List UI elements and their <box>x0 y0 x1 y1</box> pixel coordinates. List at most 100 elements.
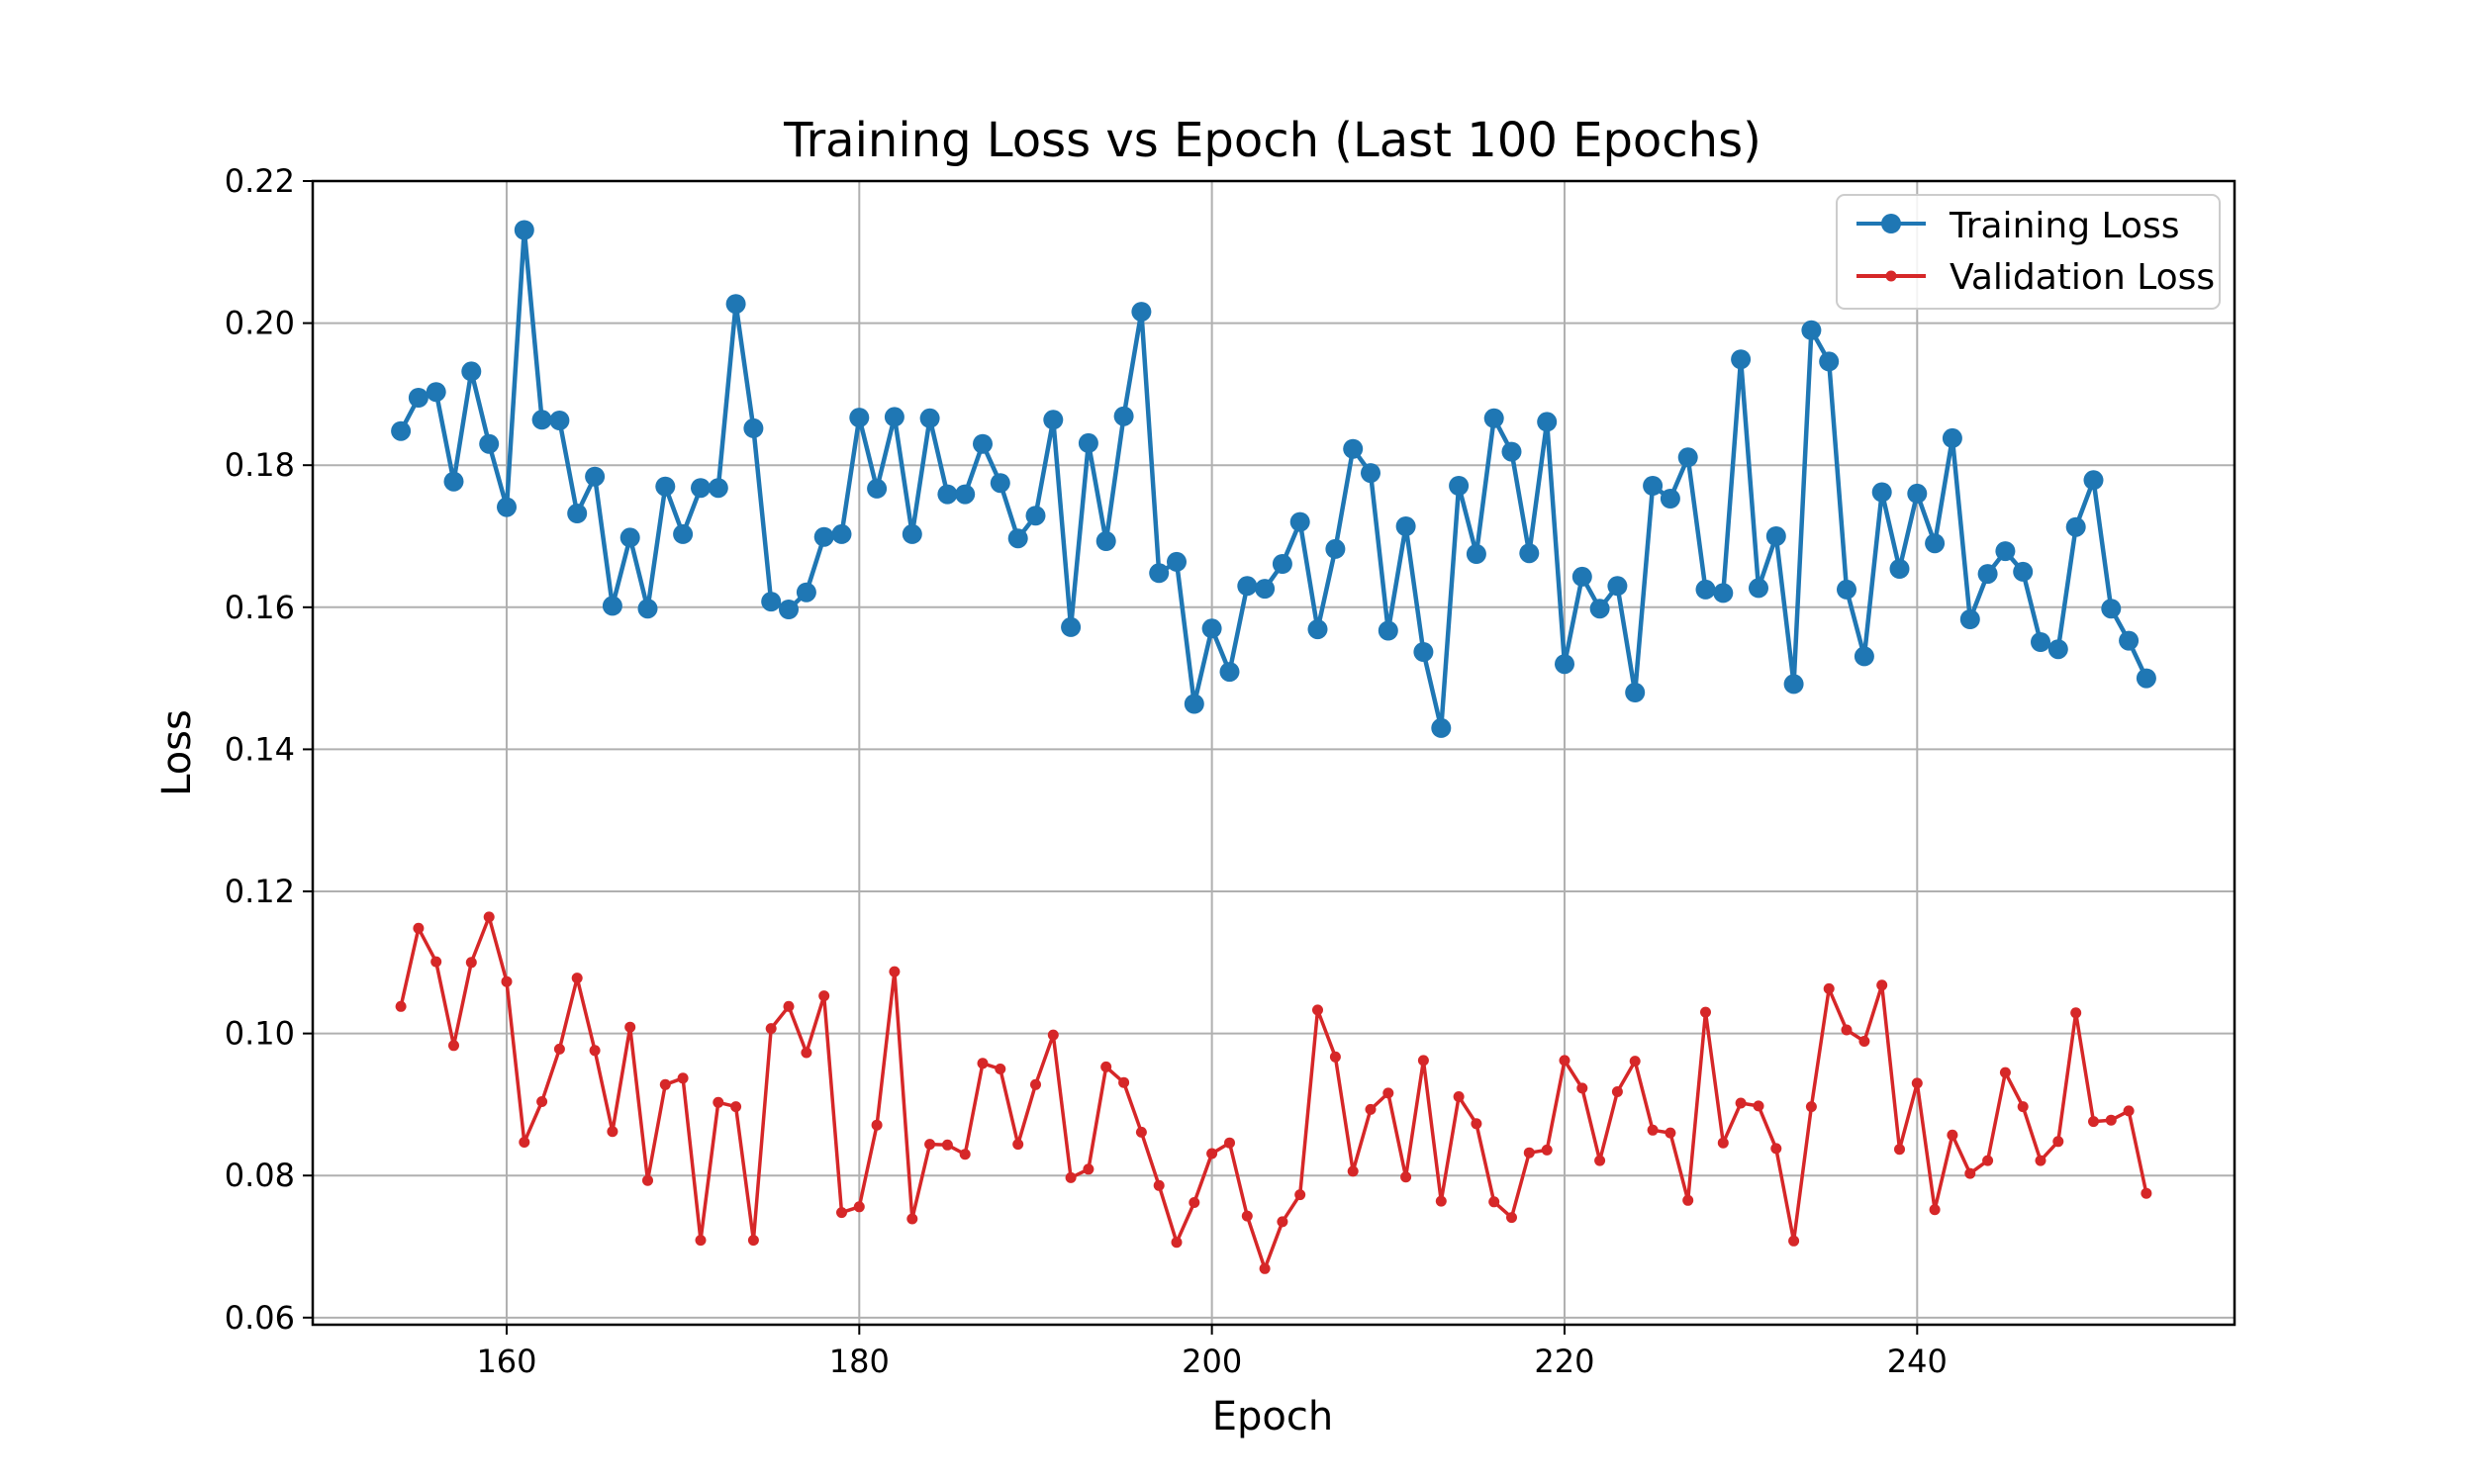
validation-loss-point <box>1876 979 1888 991</box>
validation-loss-point <box>730 1101 742 1113</box>
training-loss-point <box>919 408 940 428</box>
validation-loss-point <box>589 1045 601 1057</box>
training-loss-point <box>1925 533 1946 554</box>
validation-loss-point <box>765 1023 777 1035</box>
training-loss-point <box>2013 561 2034 582</box>
validation-loss-point <box>1259 1262 1271 1274</box>
validation-loss-point <box>906 1213 918 1225</box>
training-loss-point <box>849 408 870 428</box>
validation-loss-point <box>1717 1137 1729 1149</box>
validation-loss-point <box>1735 1097 1747 1109</box>
x-tick-label: 240 <box>1887 1343 1948 1380</box>
validation-loss-point <box>1047 1029 1059 1041</box>
training-loss-point <box>725 294 746 315</box>
validation-loss-point <box>430 956 442 968</box>
training-loss-point <box>1871 482 1892 503</box>
training-loss-point <box>1519 543 1540 564</box>
validation-loss-point <box>1894 1144 1905 1156</box>
training-loss-point <box>1361 463 1380 484</box>
validation-loss-point <box>1982 1155 1994 1166</box>
training-loss-point <box>408 388 428 408</box>
validation-loss-point <box>2070 1007 2082 1019</box>
validation-loss-point <box>483 911 495 923</box>
training-loss-point <box>1078 432 1098 453</box>
training-loss-point <box>514 220 534 240</box>
training-loss-point <box>1837 579 1856 600</box>
y-tick-label: 0.14 <box>225 730 295 768</box>
y-tick-label: 0.10 <box>225 1015 295 1053</box>
training-loss-point <box>1449 476 1470 496</box>
training-loss-point <box>867 478 888 499</box>
validation-loss-point <box>1823 982 1835 994</box>
training-loss-point <box>779 600 799 619</box>
chart-title: Training Loss vs Epoch (Last 100 Epochs) <box>783 113 1761 168</box>
training-loss-point <box>391 420 412 441</box>
training-loss-point <box>691 478 711 499</box>
validation-loss-point <box>889 966 901 977</box>
validation-loss-point <box>1400 1171 1412 1183</box>
validation-loss-point <box>1417 1055 1429 1067</box>
validation-loss-point <box>1453 1091 1465 1102</box>
training-loss-point <box>708 478 728 499</box>
x-tick-label: 180 <box>829 1343 890 1380</box>
validation-loss-point <box>1365 1103 1377 1115</box>
training-loss-point <box>1466 544 1486 564</box>
training-loss-point <box>1765 526 1786 546</box>
training-loss-point <box>813 526 834 547</box>
validation-loss-point <box>977 1058 989 1069</box>
legend-label-training: Training Loss <box>1949 206 2179 246</box>
y-tick-label: 0.16 <box>225 589 295 626</box>
training-loss-point <box>761 592 782 612</box>
validation-loss-point <box>395 1000 407 1012</box>
training-loss-point <box>1095 531 1116 551</box>
validation-loss-point <box>995 1064 1006 1074</box>
training-loss-point <box>1061 616 1082 637</box>
validation-loss-point <box>2105 1114 2117 1126</box>
training-loss-point <box>1854 646 1874 667</box>
training-loss-point <box>955 484 976 505</box>
validation-loss-point <box>783 1000 795 1012</box>
training-loss-point <box>1571 566 1592 587</box>
training-loss-point <box>1537 412 1558 432</box>
validation-loss-point <box>695 1235 707 1247</box>
training-loss-point <box>1272 554 1292 574</box>
validation-loss-point <box>1929 1204 1941 1216</box>
validation-loss-point <box>519 1137 530 1148</box>
training-loss-point <box>796 582 816 603</box>
training-loss-point <box>479 433 500 454</box>
training-loss-point <box>1889 559 1910 579</box>
y-tick-label: 0.18 <box>225 446 295 484</box>
validation-loss-point <box>1523 1147 1535 1159</box>
validation-loss-point <box>1347 1165 1359 1177</box>
validation-loss-point <box>1541 1144 1553 1156</box>
training-loss-point <box>1607 576 1628 597</box>
validation-loss-point <box>553 1043 565 1055</box>
validation-loss-point <box>941 1139 953 1151</box>
training-loss-point <box>1113 406 1134 426</box>
legend-label-validation: Validation Loss <box>1950 257 2215 298</box>
validation-loss-point <box>2017 1101 2029 1113</box>
validation-loss-point <box>959 1149 971 1160</box>
validation-loss-point <box>465 957 477 969</box>
training-loss-point <box>1483 408 1504 428</box>
validation-loss-point <box>624 1021 636 1033</box>
x-tick-label: 200 <box>1182 1343 1242 1380</box>
validation-loss-point <box>1647 1124 1659 1136</box>
training-loss-point <box>1289 511 1310 532</box>
training-loss-point <box>2083 470 2104 491</box>
x-tick-label: 160 <box>476 1343 536 1380</box>
training-loss-point <box>2101 599 2122 619</box>
validation-loss-point <box>571 973 583 984</box>
validation-loss-point <box>1224 1137 1235 1149</box>
validation-loss-point <box>2035 1155 2046 1166</box>
validation-loss-point <box>677 1072 689 1084</box>
validation-loss-point <box>924 1139 936 1151</box>
training-loss-point <box>990 473 1010 494</box>
training-loss-point <box>567 504 588 523</box>
validation-loss-point <box>501 975 513 987</box>
validation-loss-point <box>1030 1078 1041 1090</box>
validation-loss-point <box>1506 1212 1517 1224</box>
validation-loss-point <box>448 1040 459 1052</box>
training-loss-point <box>902 523 922 544</box>
